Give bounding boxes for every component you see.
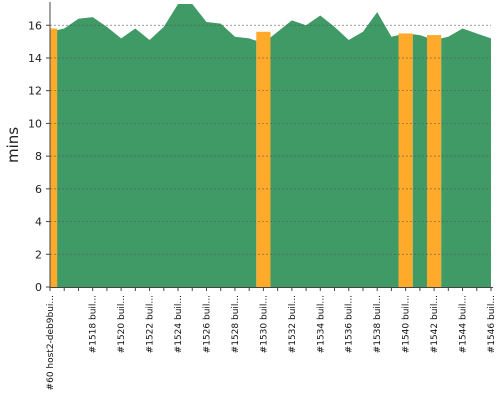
gridlines <box>50 24 491 255</box>
x-tick-label: #60 host2-deb9bui... <box>46 295 56 390</box>
y-tick-labels: 0 2 4 6 8 10 12 14 16 <box>28 19 50 294</box>
y-tick-label: 6 <box>35 183 42 196</box>
x-tick-label: #1532 buil... <box>288 295 298 353</box>
y-tick-label: 2 <box>35 248 42 261</box>
x-tick-label: #1528 buil... <box>231 295 241 353</box>
area-series <box>57 4 491 288</box>
status-bands <box>50 28 442 288</box>
x-tick-label: #1536 buil... <box>345 295 355 353</box>
y-tick-label: 4 <box>35 216 42 229</box>
x-tick-label: #1530 buil... <box>259 295 269 353</box>
unstable-band <box>256 31 271 287</box>
x-tick-label: #1540 buil... <box>402 295 412 353</box>
x-tick-label: #1518 buil... <box>89 295 99 353</box>
x-tick-label: #1534 buil... <box>316 295 326 353</box>
x-tick-label: #1538 buil... <box>373 295 383 353</box>
y-tick-label: 0 <box>35 281 42 294</box>
x-tick-label: #1544 buil... <box>459 295 469 353</box>
y-tick-label: 14 <box>28 52 42 65</box>
success-area <box>441 28 491 287</box>
x-tick-label: #1522 buil... <box>146 295 156 353</box>
unstable-band <box>398 33 413 288</box>
unstable-band <box>426 35 442 287</box>
axes <box>49 2 493 288</box>
y-tick-label: 10 <box>28 117 42 130</box>
unstable-band <box>50 28 58 288</box>
x-tick-label: #1542 buil... <box>430 295 440 353</box>
y-tick-label: 16 <box>28 19 42 32</box>
success-area <box>412 34 427 288</box>
x-tick-label: #1526 buil... <box>202 295 212 353</box>
y-axis-title: mins <box>4 127 22 163</box>
y-tick-label: 12 <box>28 85 42 98</box>
x-tick-label: #1520 buil... <box>117 295 127 353</box>
x-tick-labels: #60 host2-deb9bui... #1518 buil... #1520 b… <box>46 287 497 390</box>
x-tick-label: #1546 buil... <box>487 295 497 353</box>
x-tick-label: #1524 buil... <box>174 295 184 353</box>
y-tick-label: 8 <box>35 150 42 163</box>
success-area <box>57 4 257 287</box>
success-area <box>270 12 399 288</box>
